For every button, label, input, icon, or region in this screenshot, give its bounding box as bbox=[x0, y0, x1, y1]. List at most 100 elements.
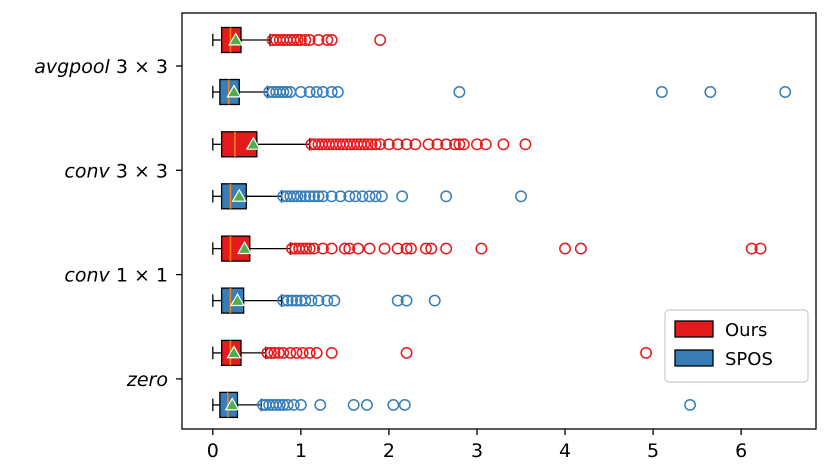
outlier-point bbox=[515, 190, 527, 203]
y-tick-label: zero bbox=[126, 369, 168, 391]
outlier-point bbox=[303, 86, 316, 98]
y-tick-label: conv 1 × 1 bbox=[64, 265, 168, 287]
x-tick-label: 1 bbox=[295, 440, 307, 462]
outlier-point bbox=[264, 346, 277, 359]
outlier-point bbox=[316, 190, 329, 203]
outlier-point bbox=[363, 242, 376, 255]
outlier-point bbox=[296, 346, 309, 359]
outlier-point bbox=[287, 398, 300, 411]
outlier-point bbox=[308, 242, 321, 255]
outlier-point bbox=[497, 138, 510, 151]
outlier-point bbox=[294, 34, 307, 46]
outlier-point bbox=[261, 346, 274, 359]
outlier-point bbox=[343, 190, 356, 203]
outlier-point bbox=[428, 294, 441, 307]
outlier-point bbox=[334, 190, 347, 203]
x-tick-label: 2 bbox=[383, 440, 395, 462]
outlier-point bbox=[272, 346, 285, 359]
outlier-point bbox=[312, 294, 325, 307]
mean-marker bbox=[245, 136, 261, 150]
outlier-point bbox=[640, 346, 653, 359]
outlier-point bbox=[314, 398, 327, 411]
outlier-point bbox=[360, 398, 373, 411]
outlier-point bbox=[287, 190, 300, 203]
outlier-point bbox=[299, 294, 312, 307]
outlier-point bbox=[287, 34, 300, 46]
outlier-point bbox=[365, 138, 378, 151]
y-tick-label: conv 3 × 3 bbox=[64, 160, 168, 182]
outlier-point bbox=[374, 138, 387, 151]
outlier-point bbox=[308, 190, 321, 203]
outlier-point bbox=[369, 138, 382, 151]
outlier-point bbox=[375, 190, 388, 203]
x-tick-label: 6 bbox=[735, 440, 747, 462]
outlier-point bbox=[291, 34, 304, 46]
box-spos-cat1 bbox=[212, 183, 527, 210]
outlier-point bbox=[286, 294, 299, 307]
outlier-point bbox=[321, 34, 334, 46]
category-dim: 1 × 1 bbox=[110, 265, 168, 287]
outlier-point bbox=[779, 86, 792, 98]
outlier-point bbox=[475, 242, 488, 255]
outlier-point bbox=[325, 346, 338, 359]
outlier-point bbox=[745, 242, 758, 255]
outlier-point bbox=[281, 294, 294, 307]
category-name: zero bbox=[126, 369, 168, 391]
outlier-point bbox=[382, 138, 395, 151]
outlier-point bbox=[453, 86, 466, 98]
outlier-point bbox=[422, 138, 435, 151]
outlier-point bbox=[273, 398, 286, 411]
box-ours-cat0 bbox=[212, 26, 387, 54]
outlier-point bbox=[479, 138, 492, 151]
outlier-point bbox=[325, 34, 338, 46]
box-ours-cat1 bbox=[212, 131, 532, 158]
mean-marker bbox=[226, 345, 242, 359]
outlier-point bbox=[325, 190, 338, 203]
outlier-point bbox=[457, 138, 470, 151]
outlier-point bbox=[409, 138, 422, 151]
outlier-point bbox=[453, 138, 466, 151]
outlier-point bbox=[391, 242, 404, 255]
outlier-point bbox=[296, 242, 309, 255]
outlier-point bbox=[361, 138, 374, 151]
outlier-point bbox=[294, 190, 307, 203]
outlier-point bbox=[303, 346, 316, 359]
legend-swatch-ours bbox=[674, 320, 714, 338]
outlier-point bbox=[356, 190, 369, 203]
outlier-point bbox=[431, 138, 444, 151]
outlier-point bbox=[343, 242, 356, 255]
outlier-point bbox=[280, 86, 293, 98]
outlier-point bbox=[290, 294, 303, 307]
outlier-point bbox=[419, 242, 432, 255]
outlier-point bbox=[369, 190, 382, 203]
legend-swatch-spos bbox=[674, 349, 714, 367]
outlier-point bbox=[303, 34, 316, 46]
outlier-point bbox=[316, 86, 329, 98]
box-ours-cat2 bbox=[212, 235, 767, 262]
outlier-point bbox=[303, 242, 316, 255]
outlier-point bbox=[396, 190, 409, 203]
outlier-point bbox=[294, 398, 307, 411]
outlier-point bbox=[310, 86, 323, 98]
category-name: avgpool bbox=[34, 56, 110, 78]
outlier-point bbox=[400, 346, 413, 359]
legend: Ours SPOS bbox=[664, 309, 809, 383]
outlier-point bbox=[519, 138, 532, 151]
outlier-point bbox=[325, 86, 338, 98]
outlier-point bbox=[440, 242, 453, 255]
plot-frame bbox=[181, 12, 817, 430]
outlier-point bbox=[440, 190, 453, 203]
mean-marker bbox=[229, 292, 246, 307]
x-tick-label: 3 bbox=[471, 440, 483, 462]
outlier-point bbox=[374, 34, 387, 46]
plot-area bbox=[212, 26, 792, 419]
outlier-point bbox=[471, 138, 483, 151]
box-spos-cat0 bbox=[212, 78, 792, 106]
outlier-point bbox=[704, 86, 717, 98]
outlier-point bbox=[290, 346, 303, 359]
category-name: conv bbox=[64, 160, 110, 182]
outlier-point bbox=[305, 294, 318, 307]
outlier-point bbox=[363, 190, 376, 203]
outlier-point bbox=[404, 242, 417, 255]
